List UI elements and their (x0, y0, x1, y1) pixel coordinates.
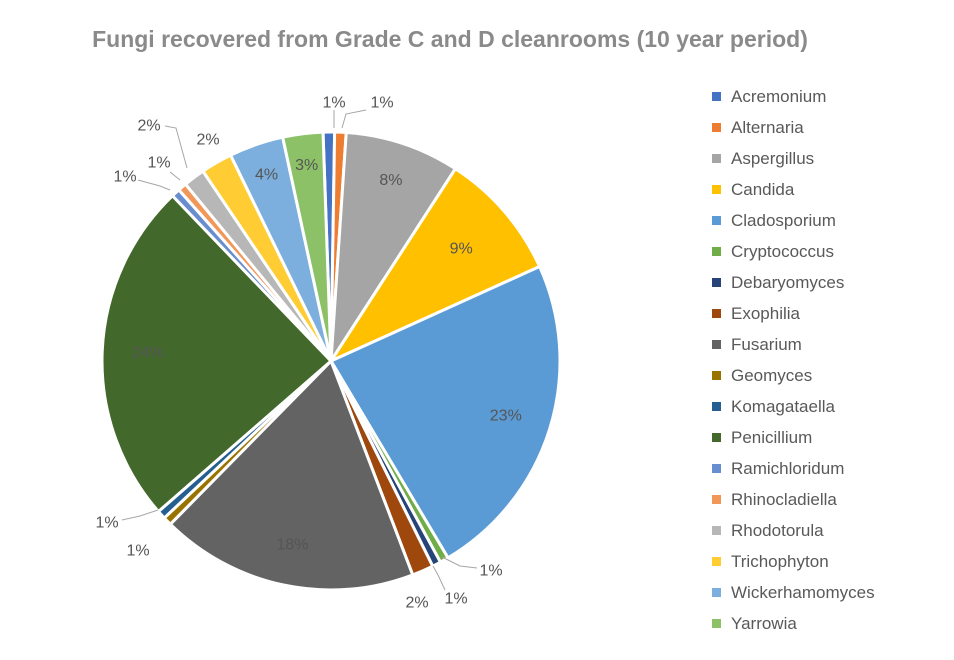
legend-item-aspergillus: Aspergillus (712, 143, 875, 174)
leader-line-cryptococcus (441, 556, 478, 569)
pie-slice-candida (329, 167, 542, 363)
legend-label: Exophilia (731, 303, 800, 323)
data-label-cryptococcus: 1% (479, 563, 502, 580)
legend-swatch (712, 371, 721, 380)
data-label-yarrowia: 3% (295, 157, 318, 174)
legend-item-penicillium: Penicillium (712, 422, 875, 453)
legend-label: Aspergillus (731, 148, 815, 168)
legend-label: Rhodotorula (731, 520, 824, 540)
leader-line-ramichloridum (137, 179, 171, 191)
legend-label: Ramichloridum (731, 458, 845, 478)
data-label-acremonium: 1% (322, 95, 345, 112)
legend-item-yarrowia: Yarrowia (712, 608, 875, 639)
legend-item-fusarium: Fusarium (712, 329, 875, 360)
legend-item-debaryomyces: Debaryomyces (712, 267, 875, 298)
legend-item-acremonium: Acremonium (712, 81, 875, 112)
legend-label: Debaryomyces (731, 272, 845, 292)
legend-item-exophilia: Exophilia (712, 298, 875, 329)
legend-label: Cryptococcus (731, 241, 834, 261)
legend-label: Acremonium (731, 86, 827, 106)
legend-label: Komagataella (731, 396, 835, 416)
legend-swatch (712, 526, 721, 535)
pie-slice-yarrowia (281, 130, 333, 363)
legend-swatch (712, 464, 721, 473)
leader-lines (121, 109, 478, 591)
legend-item-candida: Candida (712, 174, 875, 205)
legend-item-rhodotorula: Rhodotorula (712, 515, 875, 546)
data-label-cladosporium: 23% (490, 408, 522, 425)
legend-label: Rhinocladiella (731, 489, 837, 509)
legend-label: Yarrowia (731, 613, 797, 633)
data-label-komagataella: 1% (95, 515, 118, 532)
legend-item-rhinocladiella: Rhinocladiella (712, 484, 875, 515)
pie-slice-penicillium (100, 194, 333, 514)
legend-item-ramichloridum: Ramichloridum (712, 453, 875, 484)
legend-swatch (712, 433, 721, 442)
data-label-fusarium: 18% (276, 536, 308, 553)
chart-title: Fungi recovered from Grade C and D clean… (92, 26, 808, 52)
legend-swatch (712, 185, 721, 194)
data-label-ramichloridum: 1% (113, 169, 136, 186)
legend-swatch (712, 123, 721, 132)
pie-slice-fusarium (168, 359, 415, 592)
legend-swatch (712, 495, 721, 504)
legend-label: Candida (731, 179, 795, 199)
legend-swatch (712, 216, 721, 225)
legend-swatch (712, 340, 721, 349)
legend-label: Wickerhamomyces (731, 582, 875, 602)
legend-item-cryptococcus: Cryptococcus (712, 236, 875, 267)
legend-label: Geomyces (731, 365, 813, 385)
legend-label: Alternaria (731, 117, 804, 137)
data-label-debaryomyces: 1% (444, 591, 467, 608)
data-label-rhodotorula: 2% (137, 118, 160, 135)
legend-label: Fusarium (731, 334, 802, 354)
legend-swatch (712, 154, 721, 163)
data-label-candida: 9% (450, 240, 473, 257)
data-label-penicillium: 24% (132, 344, 164, 361)
leader-line-rhodotorula (164, 125, 188, 169)
legend-swatch (712, 402, 721, 411)
legend-swatch (712, 557, 721, 566)
data-labels: 1% 1% 8% 9% 23% 1% 1% 2% 18% 1% 1% 24% 1% 1% 2% 2% 4% 3% (95, 95, 521, 612)
leader-line-komagataella (121, 509, 159, 521)
legend-item-komagataella: Komagataella (712, 391, 875, 422)
pie-slices (100, 130, 562, 592)
legend-item-wickerhamomyces: Wickerhamomyces (712, 577, 875, 608)
pie-slice-cladosporium (329, 265, 562, 560)
legend-swatch (712, 92, 721, 101)
legend-item-geomyces: Geomyces (712, 360, 875, 391)
legend-label: Trichophyton (731, 551, 829, 571)
legend-swatch (712, 619, 721, 628)
legend-swatch (712, 309, 721, 318)
legend-swatch (712, 588, 721, 597)
data-label-exophilia: 2% (405, 595, 428, 612)
legend-item-alternaria: Alternaria (712, 112, 875, 143)
legend: Acremonium Alternaria Aspergillus Candida Cl… (712, 81, 875, 639)
data-label-alternaria: 1% (370, 95, 393, 112)
leader-line-rhinocladiella (169, 171, 181, 181)
leader-line-debaryomyces (432, 565, 446, 591)
legend-item-trichophyton: Trichophyton (712, 546, 875, 577)
legend-label: Cladosporium (731, 210, 836, 230)
legend-swatch (712, 247, 721, 256)
data-label-wickerhamomyces: 4% (255, 166, 278, 183)
data-label-geomyces: 1% (126, 543, 149, 560)
leader-line-alternaria (341, 109, 367, 129)
data-label-rhinocladiella: 1% (147, 155, 170, 172)
data-label-aspergillus: 8% (379, 172, 402, 189)
pie-slice-aspergillus (329, 131, 457, 363)
legend-label: Penicillium (731, 427, 813, 447)
legend-swatch (712, 278, 721, 287)
legend-item-cladosporium: Cladosporium (712, 205, 875, 236)
data-label-trichophyton: 2% (196, 132, 219, 149)
